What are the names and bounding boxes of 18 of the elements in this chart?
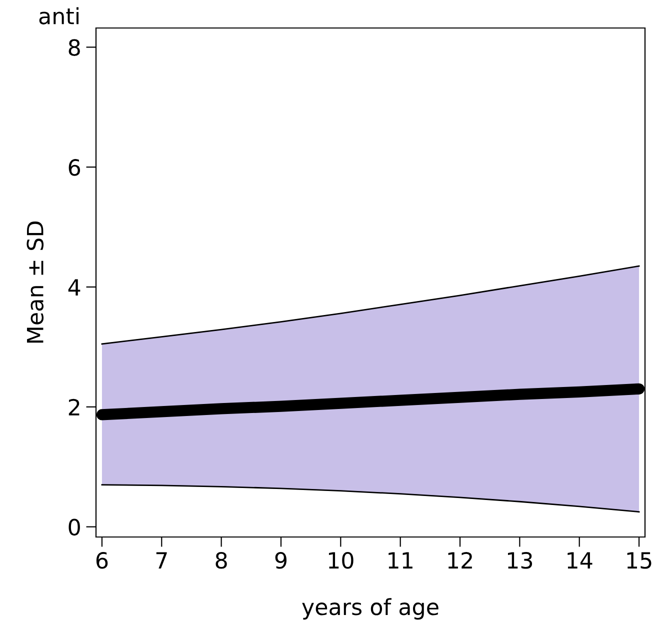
x-tick-label: 6 <box>96 552 108 569</box>
x-tick-label: 11 <box>388 552 412 568</box>
x-axis-title: years of age <box>302 598 438 620</box>
x-tick-label: 13 <box>508 552 532 569</box>
y-tick-label: 6 <box>68 159 80 176</box>
y-axis-title: Mean ± SD <box>26 222 44 343</box>
x-tick-label: 10 <box>328 552 354 569</box>
y-tick-label: 4 <box>68 279 80 296</box>
chart-title: anti <box>39 7 79 24</box>
x-tick-label: 12 <box>448 552 472 568</box>
x-tick-label: 9 <box>275 552 286 569</box>
y-tick-label: 0 <box>68 518 80 536</box>
y-tick-label: 8 <box>68 39 80 56</box>
x-tick-label: 15 <box>627 552 652 569</box>
y-tick-label: 2 <box>68 398 80 416</box>
x-tick-label: 8 <box>216 552 227 569</box>
x-tick-label: 7 <box>156 552 167 568</box>
x-tick-label: 14 <box>568 552 592 568</box>
